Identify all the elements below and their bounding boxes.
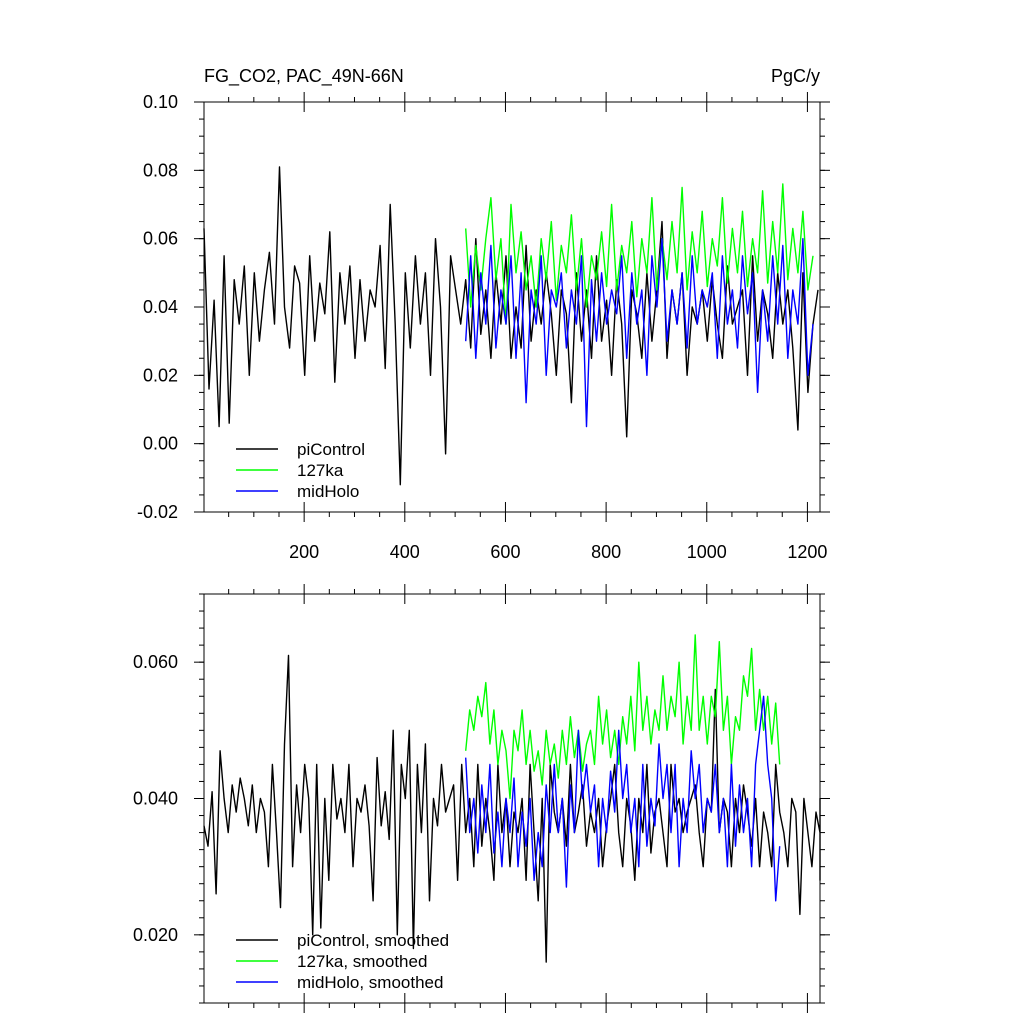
top-ytick-label: 0.10 [143,92,178,112]
top-series-midholo [465,237,814,428]
units-label: PgC/y [771,66,820,86]
bottom-ticks: 0.020 0.040 0.060 [133,584,830,1013]
bottom-legend-label: 127ka, smoothed [297,952,427,971]
top-xtick-label: 1000 [687,542,727,562]
top-ytick-label: 0.00 [143,434,178,454]
bottom-panel: 0.020 0.040 0.060 piControl, smoothed 127ka… [133,584,830,1013]
top-legend-label: midHolo [297,482,359,501]
top-ytick-label: -0.02 [137,502,178,522]
top-legend-label: piControl [297,440,365,459]
top-series-127ka [465,183,814,325]
top-series [203,166,819,486]
bottom-legend-label: piControl, smoothed [297,931,449,950]
bottom-ytick-label: 0.040 [133,789,178,809]
top-ticks: 200 400 600 800 1000 1200 -0.02 0.00 0.02 0.04 0.0… [137,92,830,562]
top-xtick-label: 600 [490,542,520,562]
top-xtick-label: 800 [591,542,621,562]
top-panel: 200 400 600 800 1000 1200 -0.02 0.00 0.02 0.04 0.0… [137,92,830,562]
top-legend: piControl 127ka midHolo [236,440,365,501]
top-legend-label: 127ka [297,461,344,480]
top-xtick-label: 1200 [787,542,827,562]
chart-title: FG_CO2, PAC_49N-66N [204,66,404,87]
top-ytick-label: 0.04 [143,297,178,317]
bottom-series-127ka-smoothed [465,634,781,800]
top-ytick-label: 0.02 [143,365,178,385]
bottom-series-picontrol-smoothed [203,654,821,963]
bottom-series-midholo-smoothed [465,695,781,902]
bottom-legend-label: midHolo, smoothed [297,973,443,992]
top-ytick-label: 0.06 [143,229,178,249]
top-series-picontrol [203,166,819,486]
bottom-ytick-label: 0.020 [133,925,178,945]
top-xtick-label: 200 [289,542,319,562]
top-ytick-label: 0.08 [143,160,178,180]
top-xtick-label: 400 [390,542,420,562]
bottom-legend: piControl, smoothed 127ka, smoothed midHol… [236,931,449,992]
bottom-ytick-label: 0.060 [133,652,178,672]
bottom-series [203,634,821,963]
